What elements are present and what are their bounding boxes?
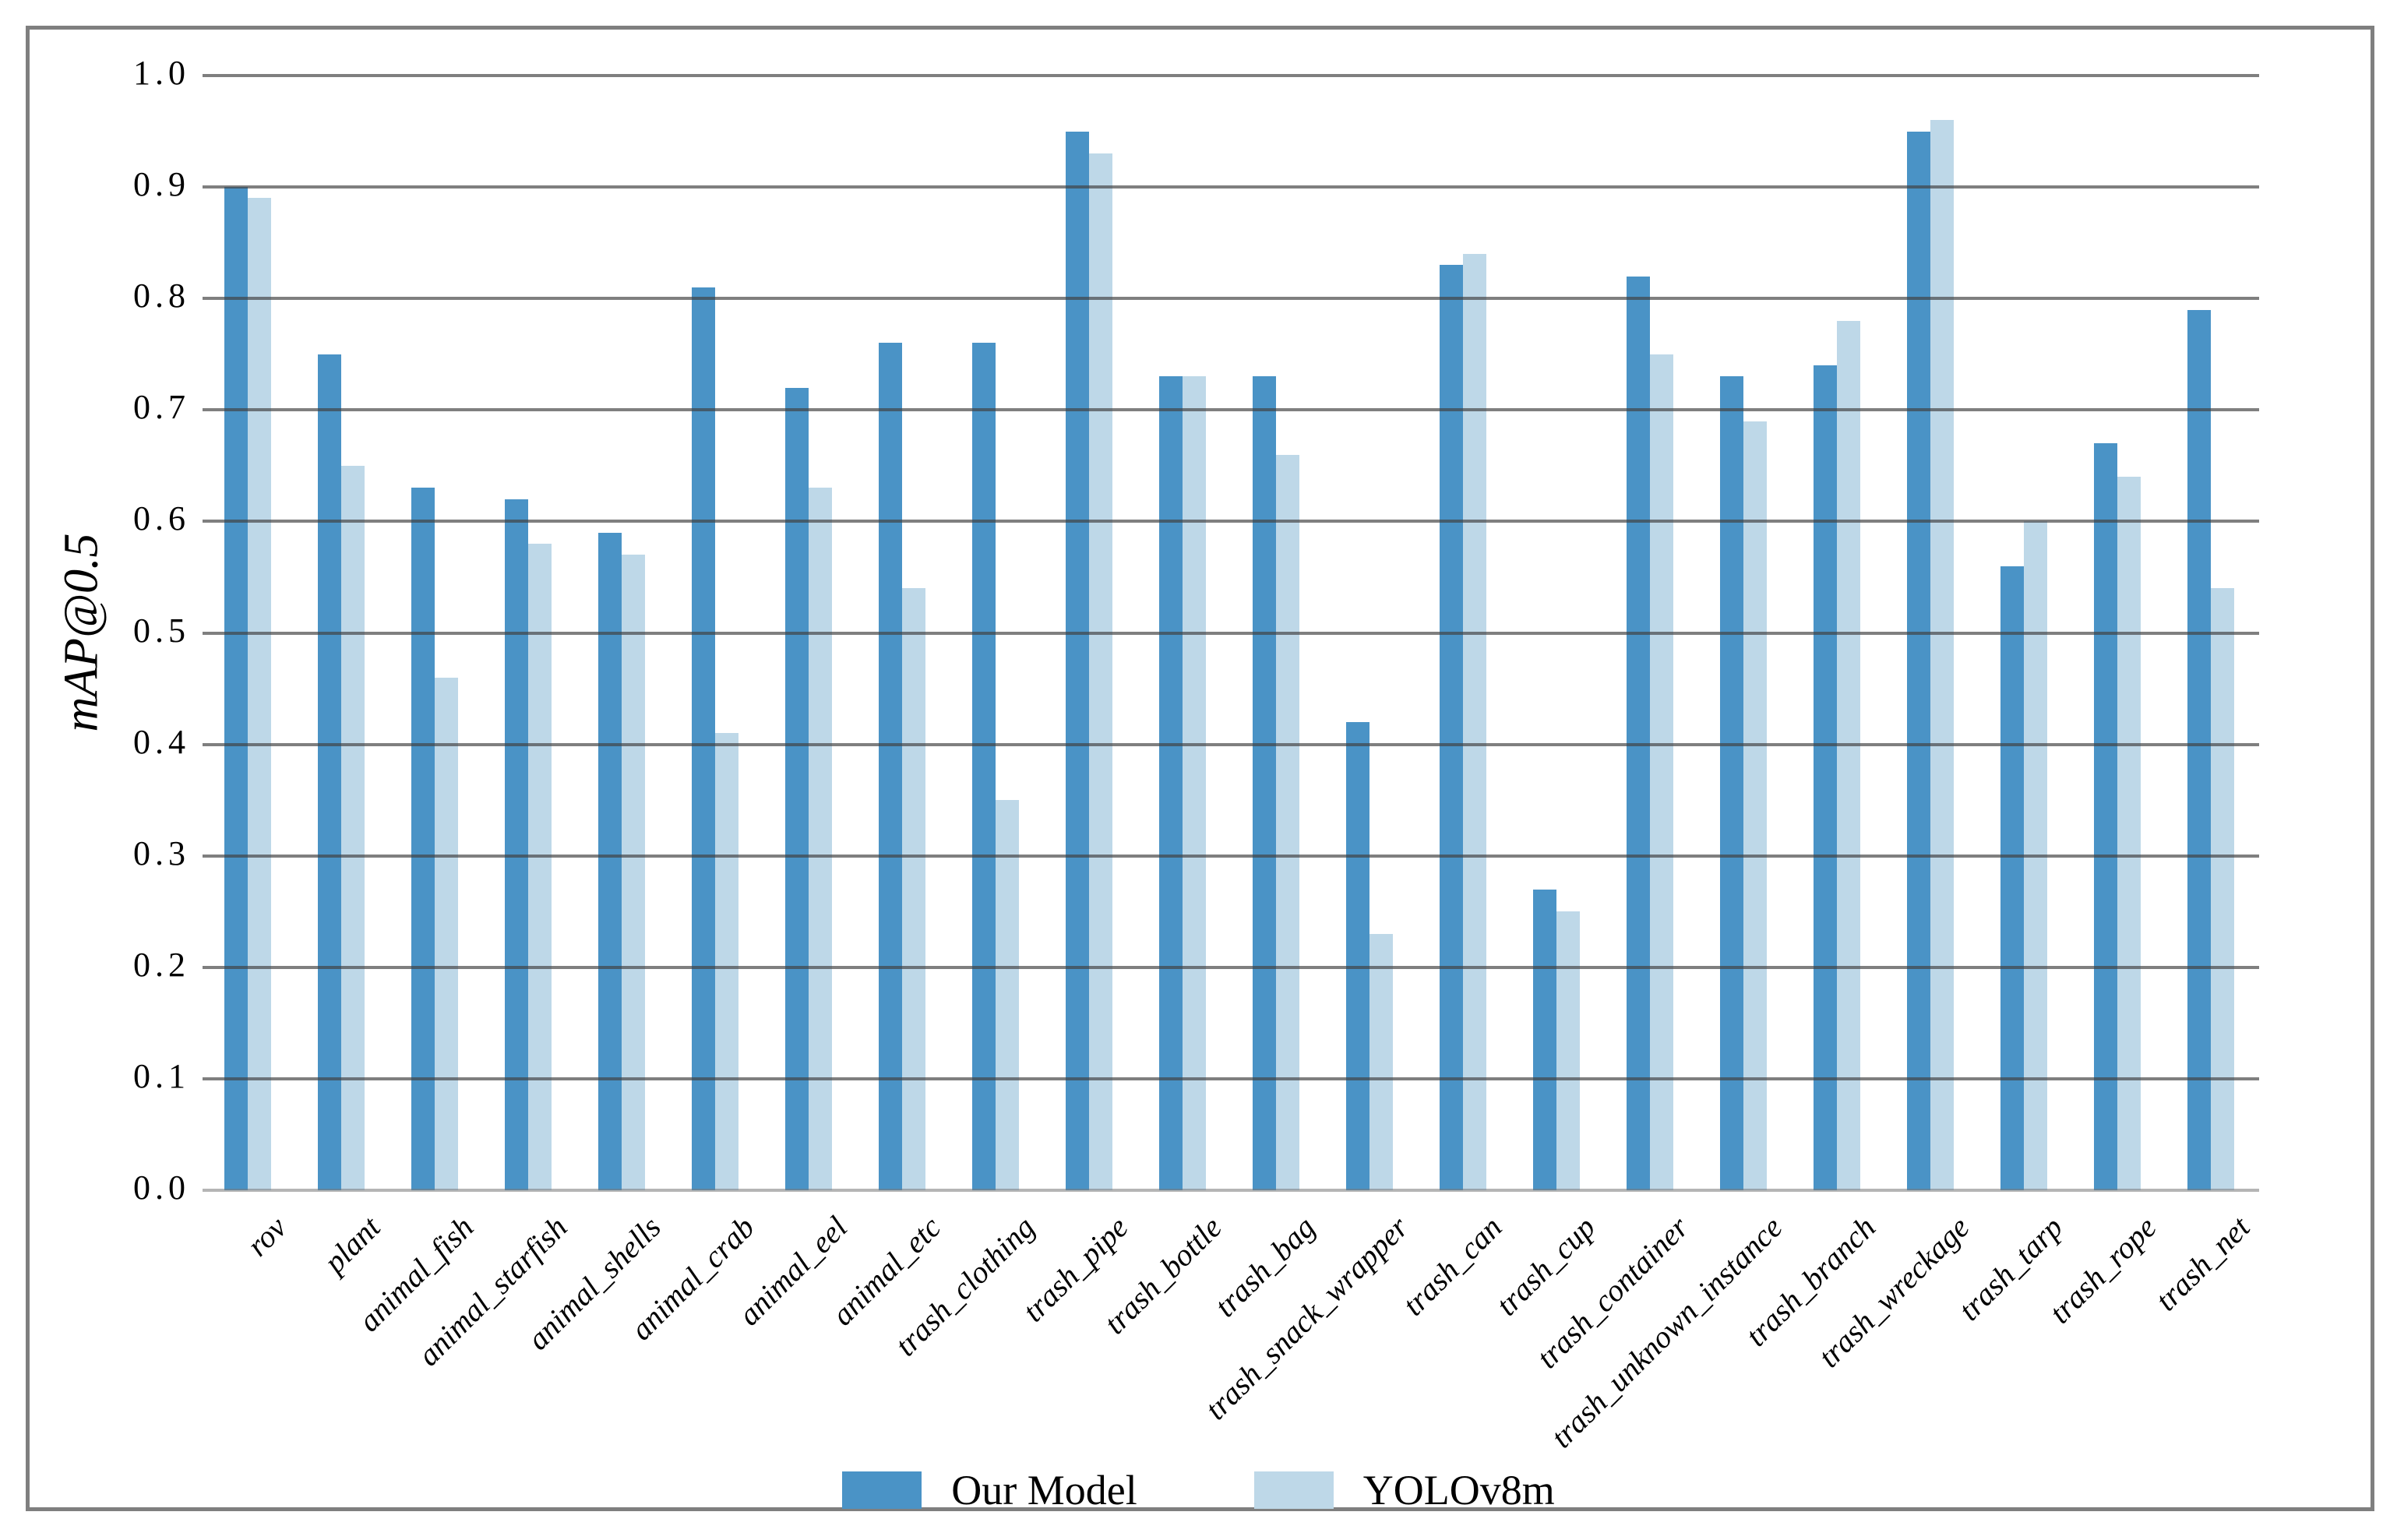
bar [1720, 376, 1743, 1190]
gridline [203, 185, 2259, 189]
legend-item-yolov8m: YOLOv8m [1253, 1466, 1555, 1514]
bar [2187, 309, 2211, 1190]
legend-label-our-model: Our Model [951, 1467, 1137, 1514]
bar [248, 198, 271, 1190]
y-tick-label: 0.1 [133, 1056, 190, 1095]
bar [435, 677, 458, 1190]
legend-swatch-our-model [842, 1471, 922, 1509]
y-tick-label: 0.4 [133, 722, 190, 761]
gridline [203, 74, 2259, 77]
bar [715, 733, 738, 1190]
bar [341, 465, 365, 1190]
bar [622, 555, 645, 1190]
bar [879, 343, 902, 1190]
bar [2211, 588, 2234, 1190]
bar [2094, 443, 2117, 1190]
bar [318, 354, 341, 1190]
bar [1533, 889, 1556, 1190]
gridline [203, 854, 2259, 858]
y-tick-label: 0.9 [133, 165, 190, 204]
bar [902, 588, 925, 1190]
y-tick-label: 0.2 [133, 945, 190, 984]
gridline [203, 631, 2259, 635]
gridline [203, 965, 2259, 969]
bar [1159, 376, 1183, 1190]
bar [2000, 566, 2024, 1190]
bar [972, 343, 996, 1190]
y-tick-label: 0.7 [133, 388, 190, 427]
legend-swatch-yolov8m [1253, 1471, 1334, 1509]
bar [1814, 365, 1837, 1190]
bar [1837, 320, 1860, 1190]
y-tick-label: 1.0 [133, 54, 190, 92]
bar [1276, 454, 1299, 1190]
y-tick-label: 0.0 [133, 1168, 190, 1207]
gridline [203, 520, 2259, 523]
bar [411, 488, 435, 1190]
bar [1556, 911, 1580, 1190]
y-tick-label: 0.6 [133, 499, 190, 538]
gridline [203, 1189, 2259, 1192]
gridline [203, 1077, 2259, 1080]
gridline [203, 297, 2259, 301]
y-tick-label: 0.5 [133, 611, 190, 650]
legend-label-yolov8m: YOLOv8m [1362, 1467, 1555, 1514]
bar [2117, 477, 2141, 1190]
bar [1346, 721, 1369, 1190]
bar [1369, 933, 1393, 1190]
bar [785, 387, 809, 1190]
bar [1253, 376, 1276, 1190]
bar [1650, 354, 1673, 1190]
bar [1627, 276, 1650, 1190]
bar [692, 287, 715, 1190]
bar [505, 499, 528, 1190]
bar [1907, 131, 1930, 1190]
bar [1930, 120, 1954, 1190]
y-tick-label: 0.8 [133, 277, 190, 315]
bar [1440, 265, 1463, 1190]
bar [809, 488, 832, 1190]
bar [1183, 376, 1206, 1190]
bar [1066, 131, 1089, 1190]
y-tick-label: 0.3 [133, 833, 190, 872]
bar [598, 532, 622, 1190]
gridline [203, 408, 2259, 412]
bar [528, 544, 552, 1190]
bar [1743, 421, 1767, 1190]
gridline [203, 742, 2259, 746]
bar [224, 187, 248, 1190]
legend-item-our-model: Our Model [842, 1466, 1137, 1514]
legend: Our Model YOLOv8m [0, 1466, 2397, 1514]
bar [996, 800, 1019, 1190]
bar [1463, 253, 1486, 1190]
bar [1089, 153, 1112, 1190]
